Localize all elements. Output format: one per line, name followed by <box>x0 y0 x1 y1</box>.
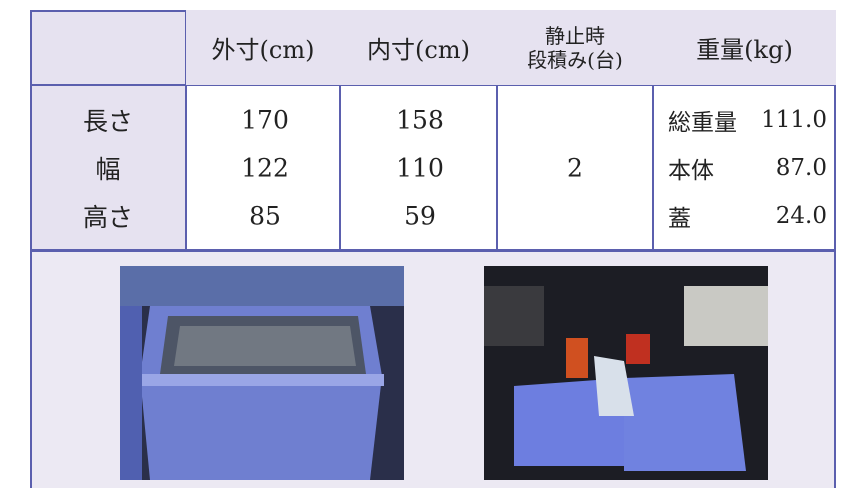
rule <box>30 10 32 488</box>
column-header: 重量(kg) <box>653 10 836 85</box>
row-label: 高さ <box>82 203 134 232</box>
rule <box>185 10 187 250</box>
corner-cell <box>30 10 186 85</box>
column-header: 外寸(cm) <box>186 10 340 85</box>
photo-fish-box <box>120 266 404 480</box>
rule <box>834 10 836 488</box>
inner-size: 158 <box>396 105 444 135</box>
weight-label: 蓋 <box>668 206 691 232</box>
column-header: 内寸(cm) <box>340 10 497 85</box>
column-header: 静止時 段積み(台) <box>497 10 653 85</box>
inner-size: 110 <box>396 153 444 183</box>
header-line: 静止時 <box>545 23 605 48</box>
outer-size: 122 <box>241 153 289 183</box>
rule <box>30 84 836 86</box>
inner-size: 59 <box>404 201 436 231</box>
outer-size: 170 <box>241 105 289 135</box>
weight-value: 24.0 <box>775 203 827 229</box>
outer-size: 85 <box>249 201 281 231</box>
header-line: 外寸(cm) <box>211 36 315 64</box>
rule <box>496 10 498 250</box>
stacking-count: 2 <box>567 153 583 183</box>
photo-boxes-in-use <box>484 266 768 480</box>
row-label: 長さ <box>82 107 134 136</box>
weight-label: 総重量 <box>668 110 737 136</box>
header-line: 重量(kg) <box>696 36 793 64</box>
weight-value: 87.0 <box>775 155 827 181</box>
rule <box>30 249 836 252</box>
header-line: 段積み(台) <box>527 47 623 72</box>
label-column <box>30 85 186 250</box>
row-label: 幅 <box>95 155 121 184</box>
weight-value: 111.0 <box>761 107 827 133</box>
rule <box>652 10 654 250</box>
header-line: 内寸(cm) <box>367 36 470 64</box>
rule <box>339 10 341 250</box>
weight-label: 本体 <box>668 158 714 184</box>
